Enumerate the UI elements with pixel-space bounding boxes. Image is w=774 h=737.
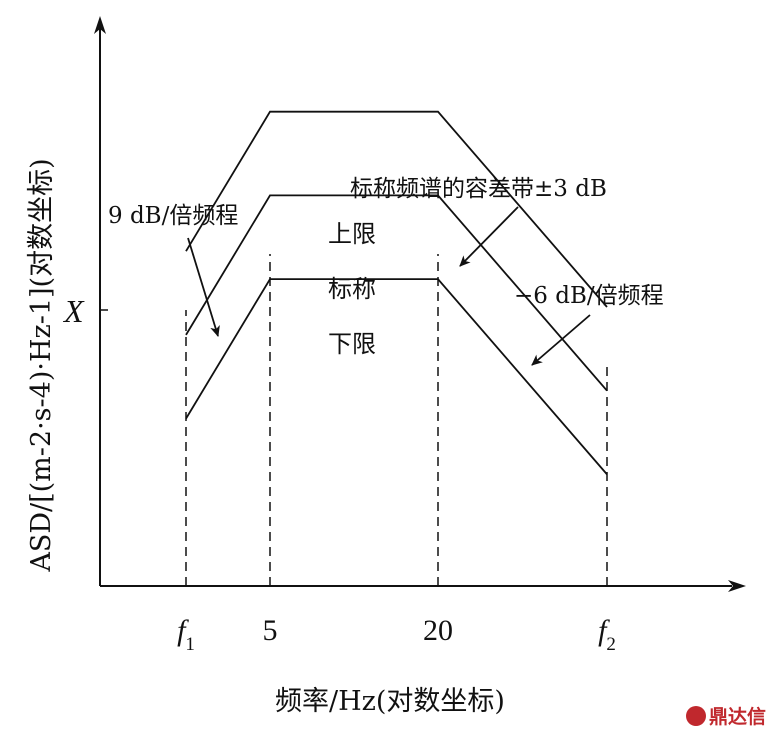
series-label-upper: 上限 — [328, 220, 376, 248]
series-line-1 — [185, 194, 608, 392]
annotation-slope-up: 9 dB/倍频程 — [108, 203, 238, 229]
series-label-nominal: 标称 — [328, 275, 376, 303]
annotation-slope-up-arrow — [187, 237, 220, 337]
y-tick-label: X — [62, 293, 85, 329]
annotation-tolerance-arrow — [459, 206, 519, 267]
annotation-slope-down-arrow — [531, 314, 591, 366]
series-line-0 — [185, 110, 608, 308]
x-tick-label-2: 20 — [423, 614, 453, 647]
series-label-lower: 下限 — [328, 330, 376, 358]
x-tick-label-0: f1 — [177, 614, 195, 655]
x-axis-title: 频率/Hz(对数坐标) — [275, 686, 505, 717]
x-axis-arrow-icon — [728, 580, 746, 592]
watermark-logo: 鼎达信 — [685, 702, 766, 729]
y-axis-title: ASD/[(m-2·s-4)·Hz-1](对数坐标) — [26, 158, 57, 572]
x-tick-label-3: f2 — [598, 614, 616, 655]
annotation-slope-down: −6 dB/倍频程 — [514, 283, 664, 309]
watermark-text: 鼎达信 — [708, 706, 766, 728]
watermark-icon — [685, 705, 706, 726]
x-tick-label-1: 5 — [263, 614, 278, 647]
y-axis-arrow-icon — [94, 16, 106, 34]
series-line-2 — [185, 278, 608, 475]
annotation-tolerance: 标称频谱的容差带±3 dB — [350, 176, 607, 202]
